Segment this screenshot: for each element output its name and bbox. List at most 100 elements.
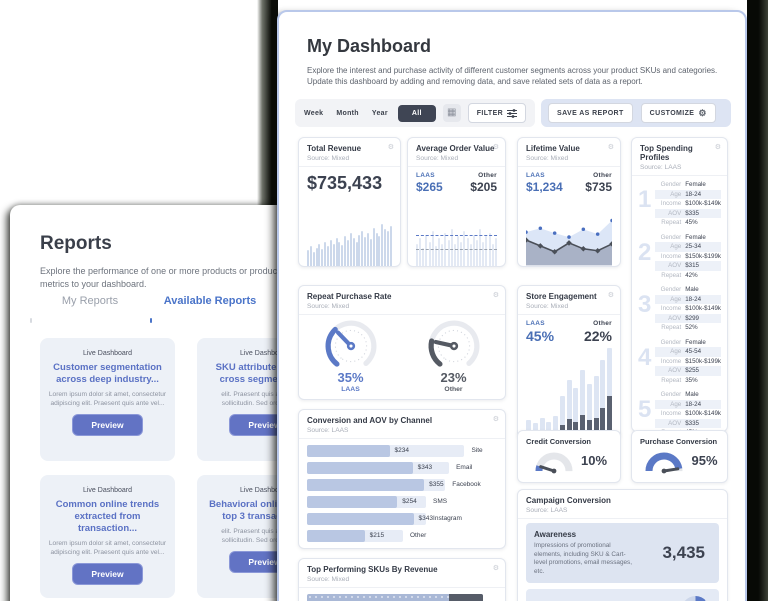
background-left-edge: [257, 0, 278, 206]
stacked-bar-light: [559, 396, 565, 425]
profile-item: 4 Gender Female Age 45-54 Income $150k-$199k AO…: [638, 338, 721, 386]
chart-bar: [369, 239, 372, 266]
preview-button[interactable]: Preview: [72, 414, 143, 436]
card-top-performing-skus: Top Performing SKUs By Revenue Source: M…: [298, 558, 506, 601]
profile-field-label: Age: [670, 243, 682, 251]
card-conversion-aov-by-channel: Conversion and AOV by Channel Source: LA…: [298, 409, 506, 549]
store-engagement-values: LAAS 45% Other 22%: [526, 320, 612, 344]
profile-fields: Gender Female Age 45-54 Income $150k-$199k AOV…: [655, 338, 721, 386]
calendar-button[interactable]: ▦: [442, 104, 461, 122]
stacked-bar: [566, 380, 572, 438]
stage-row: ConsiderationClick on promotional elemen…: [526, 589, 719, 601]
card-title: Store Engagement: [526, 292, 597, 301]
card-source: Source: Mixed: [526, 155, 569, 162]
other-label: Other: [478, 172, 497, 179]
profile-field-label: Repeat: [661, 324, 682, 332]
save-as-report-button[interactable]: SAVE AS REPORT: [548, 103, 633, 123]
tab-my-reports[interactable]: My Reports: [30, 291, 150, 323]
report-card-title: Customer segmentation across deep indust…: [53, 362, 162, 385]
profile-rank: 5: [638, 396, 652, 423]
profile-field-value: Female: [685, 233, 706, 241]
customize-button[interactable]: CUSTOMIZE ⚙: [640, 103, 716, 123]
profile-field-value: 18-24: [685, 295, 702, 303]
card-lifetime-value: Lifetime Value Source: Mixed ⚙ LAAS $1,2…: [517, 137, 621, 267]
filter-button-label: FILTER: [476, 109, 504, 117]
profile-field-value: $299: [685, 314, 699, 322]
chart-bar: [457, 236, 460, 266]
stacked-bar-light: [553, 416, 558, 431]
chart-bar: [341, 245, 344, 266]
channel-label: SMS: [433, 498, 448, 505]
time-filter-year[interactable]: Year: [369, 108, 391, 119]
profile-field-row: Gender Female: [655, 180, 721, 190]
card-header: Store Engagement Source: Mixed ⚙: [518, 286, 620, 315]
chart-bar: [358, 235, 361, 266]
profile-field-value: Male: [685, 391, 699, 399]
profile-field-row: Age 25-34: [655, 242, 721, 252]
card-options-icon[interactable]: ⚙: [387, 144, 394, 151]
chart-bar: [431, 231, 434, 266]
card-options-icon[interactable]: ⚙: [714, 144, 721, 151]
card-title: Average Order Value: [416, 144, 495, 153]
profile-field-label: Repeat: [661, 376, 682, 384]
stacked-bar-dark: [566, 419, 572, 438]
aov-values: LAAS $265 Other $205: [416, 172, 497, 194]
card-options-icon[interactable]: ⚙: [492, 144, 499, 151]
channel-row: $254 SMS: [307, 496, 497, 508]
profile-field-row: Age 18-24: [655, 399, 721, 409]
stacked-bar-light: [600, 360, 606, 408]
chart-bar: [375, 233, 378, 266]
profile-field-row: Age 18-24: [655, 294, 721, 304]
profile-field-row: Gender Male: [655, 390, 721, 400]
profile-field-row: Income $150k-$199k: [655, 357, 721, 367]
card-options-icon[interactable]: ⚙: [607, 144, 614, 151]
card-options-icon[interactable]: ⚙: [492, 416, 499, 423]
tab-available-reports[interactable]: Available Reports: [150, 291, 270, 323]
time-filter-month[interactable]: Month: [333, 108, 362, 119]
chart-bar: [460, 242, 463, 266]
dashboard-panel: My Dashboard Explore the interest and pu…: [277, 10, 747, 601]
stacked-bar-light: [539, 418, 545, 432]
purchase-conversion-row: 95%: [632, 446, 727, 474]
chart-bar: [364, 237, 367, 266]
profile-field-label: Age: [670, 400, 682, 408]
card-average-order-value: Average Order Value Source: Mixed ⚙ LAAS…: [407, 137, 506, 267]
profile-field-label: Gender: [660, 391, 682, 399]
card-header: Repeat Purchase Rate Source: Mixed ⚙: [299, 286, 505, 315]
time-filter-week[interactable]: Week: [301, 108, 326, 119]
report-card[interactable]: Live Dashboard Common online trends extra…: [40, 475, 175, 598]
purchase-conversion-value: 95%: [691, 452, 718, 468]
chart-bar: [469, 244, 472, 266]
chart-bar: [466, 238, 469, 266]
profile-field-label: Income: [660, 252, 682, 260]
chart-bar: [332, 244, 335, 266]
other-value: 22%: [583, 328, 612, 344]
card-options-icon[interactable]: ⚙: [607, 292, 614, 299]
card-options-icon[interactable]: ⚙: [492, 292, 499, 299]
total-revenue-bar-chart: [307, 214, 392, 266]
other-label: Other: [593, 320, 612, 327]
background-right-edge: [747, 0, 768, 601]
gauge: 23% Other: [412, 319, 496, 393]
stacked-bar: [607, 348, 612, 438]
tab-underline-active: [150, 318, 152, 323]
chart-bar: [372, 228, 375, 266]
card-options-icon[interactable]: ⚙: [492, 565, 499, 572]
chart-bar: [378, 236, 381, 266]
chart-bar: [425, 235, 428, 266]
chart-bar: [479, 229, 482, 266]
report-card-title: Common online trends extracted from tran…: [55, 499, 160, 534]
chart-bar: [438, 238, 441, 266]
channel-row: $343 Instagram: [307, 513, 497, 525]
report-card-description: Lorem ipsum dolor sit amet, consectetur …: [48, 540, 167, 556]
profile-field-label: AOV: [668, 314, 682, 322]
preview-button[interactable]: Preview: [72, 563, 143, 585]
stacked-bar-dark: [607, 396, 612, 438]
time-filter-all[interactable]: All: [397, 104, 436, 122]
card-header: Top Spending Profiles Source: LAAS ⚙: [632, 138, 727, 176]
profile-field-row: AOV $335: [655, 418, 721, 428]
profile-item: 1 Gender Female Age 18-24 Income $100k-$149k AO…: [638, 180, 721, 228]
filter-button[interactable]: FILTER: [467, 103, 527, 123]
report-card[interactable]: Live Dashboard Customer segmentation acro…: [40, 338, 175, 461]
profile-rank: 3: [638, 291, 652, 318]
